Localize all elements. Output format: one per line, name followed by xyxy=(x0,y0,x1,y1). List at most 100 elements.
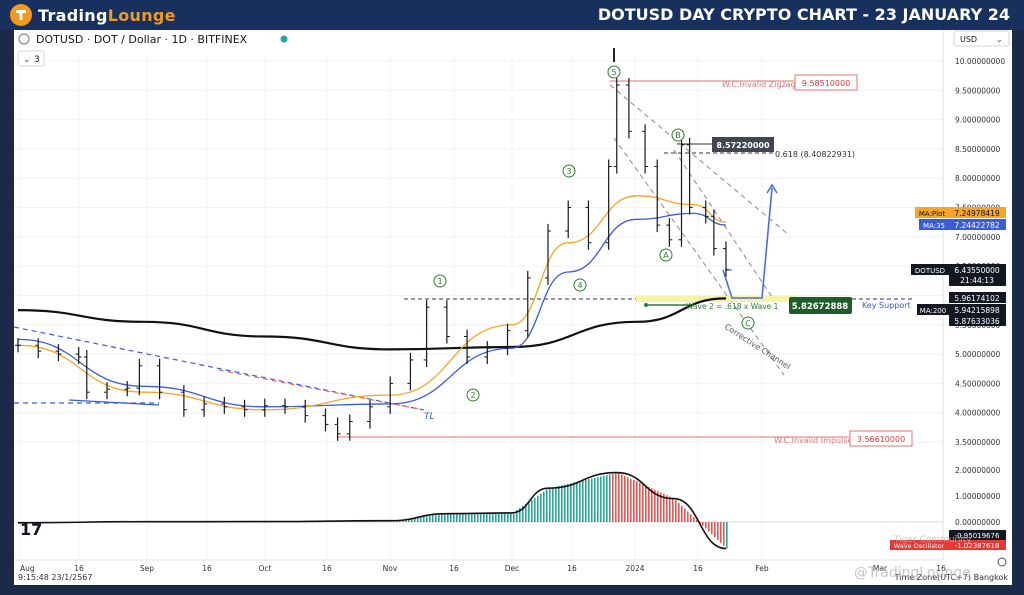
legend-maplot[interactable]: MA:Plot 7.24978419 xyxy=(915,207,1006,218)
oscillator-bar xyxy=(684,508,686,522)
svg-text:-1.02387618: -1.02387618 xyxy=(955,542,1000,550)
x-axis[interactable]: Aug 16 Sep 16 Oct 16 Nov 16 Dec 16 2024 16 Feb Mar 16 xyxy=(20,564,946,573)
svg-text:5: 5 xyxy=(611,68,616,77)
oscillator-bar xyxy=(537,495,539,522)
oscillator-bar xyxy=(609,474,611,522)
oscillator-bar xyxy=(576,481,578,522)
oscillator-bar xyxy=(498,513,500,522)
oscillator-bar xyxy=(696,520,698,522)
oscillator-bar xyxy=(648,486,650,522)
invalid-impulse-value: 3.56610000 xyxy=(849,430,913,447)
oscillator-bar xyxy=(519,507,521,522)
x-tick-label: Nov xyxy=(383,564,398,573)
y-tick-label: 5.00000000 xyxy=(955,350,1001,359)
x-tick-label: Sep xyxy=(140,564,154,573)
ma35-line[interactable] xyxy=(17,212,727,408)
interval-badge[interactable]: ⌄ 3 xyxy=(17,50,45,67)
svg-text:3.56610000: 3.56610000 xyxy=(857,435,905,444)
tradingview-logo-icon: 17 xyxy=(20,520,42,539)
oscillator-bar xyxy=(534,497,536,522)
grid xyxy=(14,56,943,560)
oscillator-bar xyxy=(453,513,455,522)
oscillator-bar xyxy=(417,517,419,522)
oscillator-bar xyxy=(456,513,458,522)
wave2-target-badge: 5.82672888 xyxy=(789,297,852,314)
svg-text:5.87633036: 5.87633036 xyxy=(954,317,1000,326)
chart-svg[interactable]: DOTUSD · DOT / Dollar · 1D · BITFINEX ⌄ … xyxy=(13,30,1012,585)
y-tick-label: 8.50000000 xyxy=(955,145,1001,154)
oscillator-bar xyxy=(489,513,491,522)
oscillator-bar xyxy=(495,513,497,522)
oscillator-bar xyxy=(642,484,644,522)
invalid-zigzag-value: 9.58510000 xyxy=(794,74,858,91)
oscillator-bar xyxy=(726,522,728,549)
oscillator-bar xyxy=(693,517,695,522)
y-tick-label: 3.50000000 xyxy=(955,438,1001,447)
oscillator-bar xyxy=(663,493,665,522)
svg-text:6.43550000: 6.43550000 xyxy=(954,266,1000,275)
legend-dotusd[interactable]: DOTUSD 6.43550000 21:44:13 xyxy=(911,264,1006,286)
projection-path xyxy=(722,187,773,299)
logo-mark-icon xyxy=(10,4,32,26)
svg-text:5.82672888: 5.82672888 xyxy=(792,302,849,312)
price-series[interactable] xyxy=(15,77,729,441)
x-tick-label: 16 xyxy=(202,564,212,573)
legend-extra: 5.96174102 xyxy=(949,292,1006,303)
oscillator-line[interactable] xyxy=(17,471,727,550)
legend-ma35[interactable]: MA:35 7.24422782 xyxy=(919,219,1006,230)
oscillator-bar xyxy=(477,513,479,522)
svg-text:2: 2 xyxy=(470,391,475,400)
oscillator-bar xyxy=(570,483,572,522)
oscillator-bar xyxy=(483,513,485,522)
osc-tick-label: 2.00000000 xyxy=(955,466,1001,475)
fib-618-label: 0.618 (8.40822931) xyxy=(775,150,855,159)
currency-selector[interactable]: USD ⌄ xyxy=(953,30,1010,47)
oscillator-histogram[interactable] xyxy=(18,473,728,549)
x-tick-label: 16 xyxy=(567,564,577,573)
oscillator-bar xyxy=(426,516,428,522)
oscillator-bar xyxy=(459,513,461,522)
svg-text:Wave Oscillator: Wave Oscillator xyxy=(894,542,945,550)
oscillator-bar xyxy=(615,473,617,522)
oscillator-bar xyxy=(639,482,641,522)
x-tick-label: 16 xyxy=(74,564,84,573)
oscillator-bar xyxy=(468,513,470,522)
oscillator-bar xyxy=(690,514,692,522)
svg-text:USD: USD xyxy=(960,35,977,44)
oscillator-bar xyxy=(546,489,548,522)
oscillator-bar xyxy=(501,513,503,522)
ma200-line[interactable] xyxy=(17,297,727,351)
oscillator-bar xyxy=(561,485,563,522)
oscillator-bar xyxy=(582,480,584,522)
wave-label-4: 4 xyxy=(573,278,587,292)
oscillator-bar xyxy=(552,487,554,522)
x-tick-label: Mar xyxy=(873,564,888,573)
chart-panel: DOTUSD · DOT / Dollar · 1D · BITFINEX ⌄ … xyxy=(13,30,1012,585)
oscillator-bar xyxy=(504,512,506,522)
oscillator-bar xyxy=(597,477,599,522)
key-support-label: Key Support xyxy=(862,301,911,310)
x-tick-label: Oct xyxy=(259,564,272,573)
oscillator-bar xyxy=(627,477,629,522)
symbol-header[interactable]: DOTUSD · DOT / Dollar · 1D · BITFINEX xyxy=(18,33,288,46)
oscillator-bar xyxy=(480,513,482,522)
oscillator-bar xyxy=(420,517,422,522)
oscillator-bar xyxy=(441,514,443,522)
legend-ma200[interactable]: MA:200 5.94215898 5.87633036 xyxy=(917,304,1006,326)
oscillator-bar xyxy=(438,514,440,522)
oscillator-bar xyxy=(567,483,569,522)
oscillator-bar xyxy=(531,499,533,522)
banner: TradingLounge DOTUSD DAY CRYPTO CHART - … xyxy=(0,0,1024,30)
settings-icon[interactable] xyxy=(997,557,1007,567)
svg-text:3: 3 xyxy=(34,55,40,65)
maplot-line[interactable] xyxy=(17,195,727,411)
oscillator-bar xyxy=(621,474,623,522)
x-tick-label: 16 xyxy=(693,564,703,573)
footer-timezone[interactable]: Time Zone(UTC+7) Bangkok xyxy=(894,573,1009,582)
oscillator-bar xyxy=(471,513,473,522)
svg-text:-0.95019676: -0.95019676 xyxy=(955,532,1000,540)
svg-text:DOTUSD: DOTUSD xyxy=(915,267,945,275)
b-high-badge: 8.57220000 xyxy=(712,137,774,152)
oscillator-bar xyxy=(606,475,608,522)
legend-oscillator[interactable]: -0.95019676 Wave Oscillator -1.02387618 xyxy=(890,530,1006,550)
